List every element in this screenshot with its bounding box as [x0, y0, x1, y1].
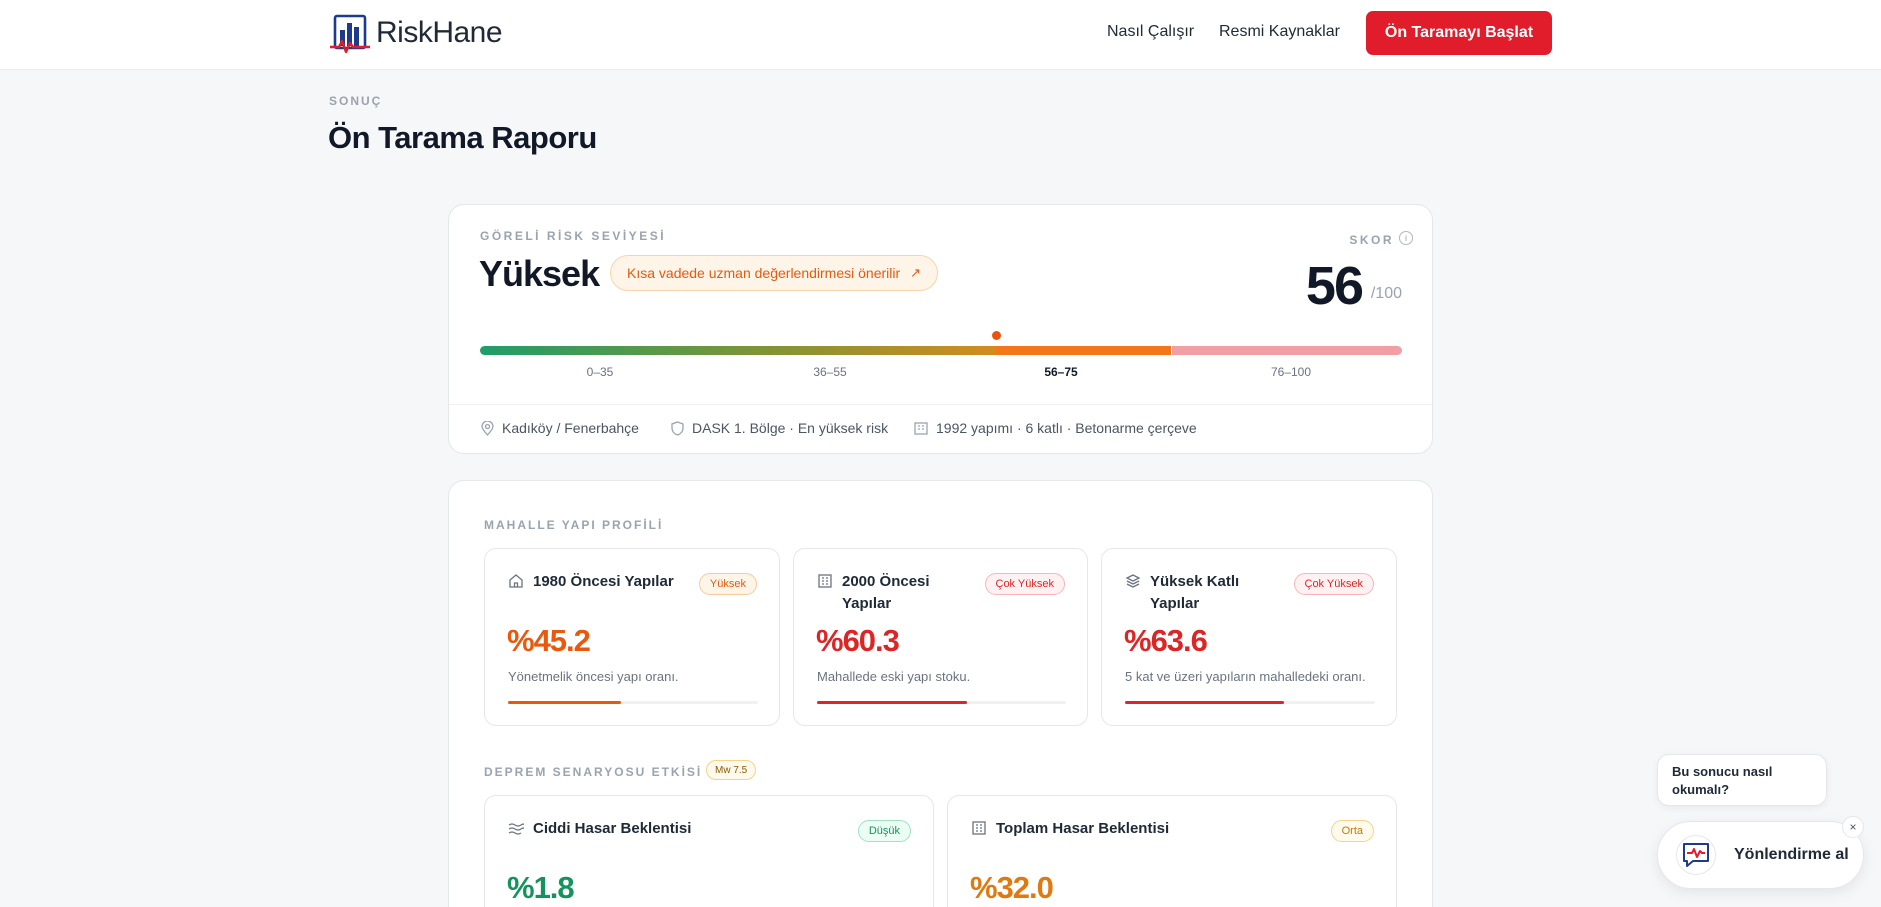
- stat-title-line: 1980 Öncesi Yapılar: [533, 573, 674, 590]
- building-icon: [818, 574, 832, 588]
- nav-link-official-sources[interactable]: Resmi Kaynaklar: [1219, 23, 1340, 40]
- waves-icon: [508, 823, 524, 835]
- risk-scale-bar: [480, 346, 1402, 355]
- status-badge: Düşük: [857, 820, 911, 842]
- stat-progress-fill: [817, 701, 967, 704]
- meta-location: Kadıköy / Fenerbahçe: [481, 420, 639, 436]
- stat-title: 2000 Öncesi Yapılar: [842, 571, 930, 615]
- stat-title: Yüksek Katlı Yapılar: [1150, 571, 1239, 615]
- stat-title-line: Yüksek Katlı: [1150, 573, 1240, 590]
- page-eyebrow: SONUÇ: [329, 94, 383, 108]
- status-badge: Çok Yüksek: [1293, 573, 1374, 595]
- map-pin-icon: [481, 420, 494, 436]
- status-badge: Yüksek: [698, 573, 757, 595]
- score-label: SKOR: [1349, 233, 1394, 247]
- recommendation-text: Kısa vadede uzman değerlendirmesi öneril…: [627, 265, 901, 281]
- risk-scale-upper-band: [1171, 346, 1402, 355]
- stat-description: 5 kat ve üzeri yapıların mahalledeki ora…: [1125, 669, 1366, 684]
- meta-location-text: Kadıköy / Fenerbahçe: [502, 420, 639, 436]
- section-title-building-profile: MAHALLE YAPI PROFİLİ: [484, 518, 664, 532]
- stat-value: %45.2: [507, 623, 591, 658]
- score-max: /100: [1370, 285, 1402, 302]
- status-badge: Orta: [1330, 820, 1374, 842]
- section-title-earthquake-scenario: DEPREM SENARYOSU ETKİSİ: [484, 765, 703, 779]
- stat-value: %1.8: [507, 870, 575, 905]
- stat-progress-fill: [1125, 701, 1284, 704]
- meta-building-text: 1992 yapımı · 6 katlı · Betonarme çerçev…: [936, 420, 1197, 436]
- layers-icon: [1125, 574, 1141, 588]
- stat-card-pre-2000: 2000 Öncesi Yapılar Çok Yüksek %60.3 Maha…: [793, 548, 1088, 726]
- chat-pulse-icon: [1683, 843, 1709, 867]
- chat-avatar: [1676, 835, 1716, 875]
- stat-title-line: 2000 Öncesi: [842, 573, 930, 590]
- meta-zone-text: DASK 1. Bölge · En yüksek risk: [692, 420, 889, 436]
- arrow-up-right-icon: ↗: [910, 265, 922, 280]
- stat-card-total-damage: Toplam Hasar Beklentisi Orta %32.0: [947, 795, 1397, 907]
- stat-card-pre-1980: 1980 Öncesi Yapılar Yüksek %45.2 Yönetme…: [484, 548, 780, 726]
- logo-icon: [330, 14, 370, 54]
- building-icon: [914, 422, 928, 435]
- chat-prompt-line: Bu sonucu nasıl: [1672, 764, 1773, 779]
- stat-title: Toplam Hasar Beklentisi: [996, 820, 1170, 837]
- stat-progress-track: [508, 701, 758, 704]
- card-divider: [449, 404, 1432, 405]
- range-label-low: 0–35: [586, 365, 614, 379]
- magnitude-badge: Mw 7.5: [706, 760, 757, 780]
- stat-card-severe-damage: Ciddi Hasar Beklentisi Düşük %1.8: [484, 795, 934, 907]
- stat-description: Yönetmelik öncesi yapı oranı.: [508, 669, 679, 684]
- stat-title: 1980 Öncesi Yapılar: [533, 571, 674, 593]
- guidance-chat-button[interactable]: Yönlendirme al: [1657, 821, 1864, 889]
- top-navigation-bar: RiskHane Nasıl Çalışır Resmi Kaynaklar Ö…: [0, 0, 1881, 70]
- stat-title-line: Yapılar: [842, 595, 892, 612]
- range-label-medium: 36–55: [813, 365, 847, 379]
- stat-value: %60.3: [816, 623, 900, 658]
- risk-summary-card: GÖRELİ RİSK SEVİYESİ Yüksek Kısa vadede …: [448, 204, 1433, 454]
- start-screening-button[interactable]: Ön Taramayı Başlat: [1366, 11, 1552, 55]
- range-label-very-high: 76–100: [1270, 365, 1312, 379]
- stat-title: Ciddi Hasar Beklentisi: [533, 820, 692, 837]
- risk-level-label: GÖRELİ RİSK SEVİYESİ: [480, 229, 667, 243]
- risk-scale-current-band: [996, 346, 1172, 355]
- stat-description: Mahallede eski yapı stoku.: [817, 669, 971, 684]
- info-icon[interactable]: i: [1399, 231, 1413, 245]
- stat-progress-fill: [508, 701, 621, 704]
- shield-icon: [671, 420, 684, 436]
- meta-building: 1992 yapımı · 6 katlı · Betonarme çerçev…: [914, 420, 1197, 436]
- score-value: 56: [1305, 256, 1364, 316]
- close-icon[interactable]: ×: [1842, 816, 1864, 838]
- home-icon: [509, 574, 523, 588]
- score-marker: [991, 331, 1001, 340]
- chat-prompt-bubble[interactable]: Bu sonucu nasıl okumalı?: [1657, 754, 1827, 806]
- risk-scale-filled-segment: [480, 346, 997, 355]
- nav-link-how-it-works[interactable]: Nasıl Çalışır: [1107, 23, 1195, 40]
- stat-progress-track: [817, 701, 1066, 704]
- stat-title-line: Yapılar: [1150, 595, 1200, 612]
- chat-prompt-line: okumalı?: [1672, 782, 1730, 797]
- stat-card-high-rise: Yüksek Katlı Yapılar Çok Yüksek %63.6 5 k…: [1101, 548, 1397, 726]
- chat-button-label: Yönlendirme al: [1734, 846, 1849, 863]
- brand-name: RiskHane: [376, 16, 503, 49]
- brand-logo[interactable]: RiskHane: [330, 12, 503, 54]
- recommendation-pill[interactable]: Kısa vadede uzman değerlendirmesi öneril…: [610, 255, 939, 291]
- stat-value: %63.6: [1124, 623, 1208, 658]
- stat-value: %32.0: [970, 870, 1054, 905]
- range-label-high: 56–75: [1044, 365, 1078, 379]
- status-badge: Çok Yüksek: [984, 573, 1065, 595]
- building-icon: [972, 821, 986, 835]
- risk-level-value: Yüksek: [479, 253, 600, 294]
- page-title: Ön Tarama Raporu: [328, 120, 597, 155]
- stat-progress-track: [1125, 701, 1375, 704]
- meta-zone: DASK 1. Bölge · En yüksek risk: [671, 420, 888, 436]
